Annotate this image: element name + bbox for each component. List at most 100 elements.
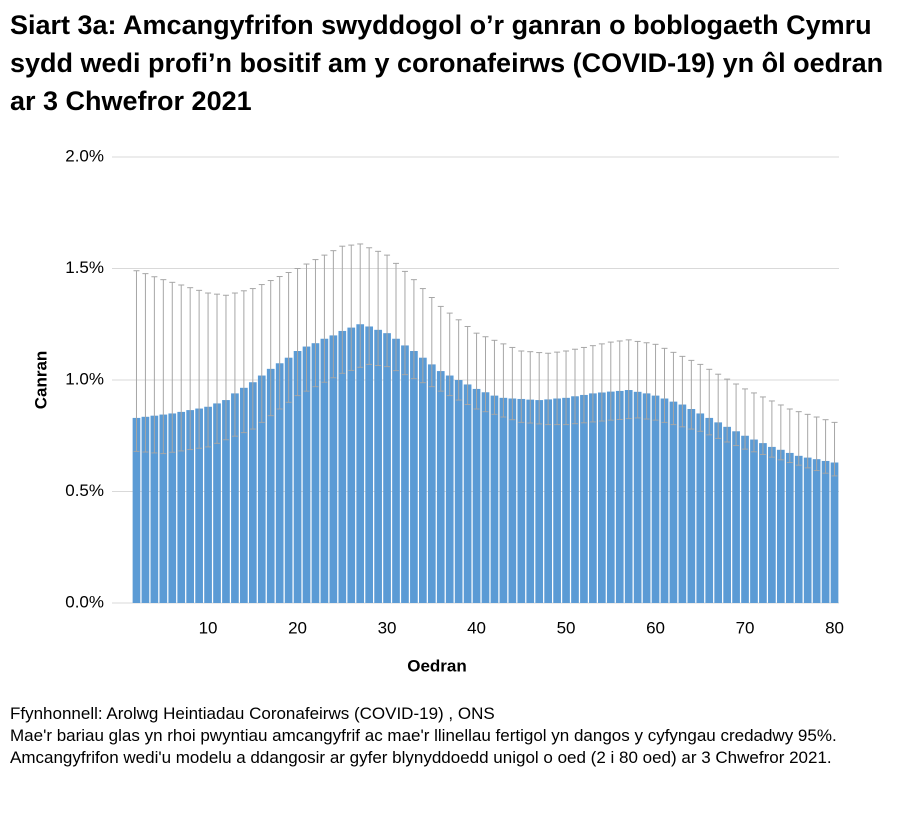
bar	[768, 446, 776, 603]
bar	[231, 393, 239, 603]
bar	[392, 338, 400, 603]
bar	[776, 449, 785, 603]
y-tick-label: 0.0%	[65, 592, 104, 611]
y-tick-label: 0.5%	[65, 481, 104, 500]
bar	[311, 343, 320, 603]
chart: 0.0% 0.5% 1.0% 1.5% 2.0% 10 20 30 40 50 60 70 80 Oedr…	[31, 146, 844, 675]
bar	[508, 398, 517, 603]
bar	[481, 392, 490, 603]
y-tick-label: 2.0%	[65, 146, 104, 165]
bar	[320, 338, 329, 603]
bar	[186, 410, 195, 603]
bar	[177, 411, 186, 603]
y-tick-label: 1.5%	[65, 258, 104, 277]
x-tick-label: 50	[557, 618, 576, 637]
bar	[705, 417, 714, 603]
bar	[132, 417, 141, 603]
bar	[517, 398, 526, 603]
bar	[141, 416, 150, 603]
bar	[723, 426, 731, 603]
bar	[248, 382, 257, 603]
bar	[410, 351, 418, 603]
chart-title: Siart 3a: Amcangyfrifon swyddogol o’r ga…	[10, 10, 884, 116]
bar	[374, 329, 382, 603]
x-tick-label: 40	[467, 618, 486, 637]
bar	[785, 452, 794, 603]
bar	[624, 390, 633, 603]
bar	[401, 345, 409, 603]
bar	[678, 404, 687, 603]
bar	[159, 414, 168, 603]
bar	[302, 346, 311, 603]
x-tick-label: 20	[288, 618, 307, 637]
bar	[240, 387, 248, 603]
bar	[580, 394, 588, 603]
bar	[812, 459, 821, 603]
bar	[571, 396, 579, 603]
bar	[356, 324, 365, 603]
bar	[803, 457, 812, 603]
bar	[454, 380, 463, 603]
bar	[347, 327, 356, 603]
bar	[463, 384, 472, 603]
bar	[222, 400, 230, 603]
bar	[490, 395, 499, 603]
bar	[750, 439, 758, 603]
x-tick-label: 70	[736, 618, 755, 637]
bar	[651, 395, 660, 603]
bar	[445, 375, 454, 603]
bar	[436, 371, 445, 603]
bar	[562, 397, 570, 603]
bar	[696, 413, 705, 603]
bar	[293, 351, 302, 603]
bar	[383, 333, 391, 603]
x-tick-label: 60	[646, 618, 665, 637]
bar	[830, 462, 839, 603]
bar	[544, 399, 552, 603]
bar	[589, 393, 597, 603]
bar	[642, 393, 651, 603]
bar	[472, 388, 481, 603]
x-axis-label: Oedran	[407, 656, 467, 675]
bar	[499, 397, 508, 603]
bar	[275, 363, 284, 603]
bar	[195, 408, 203, 603]
y-axis-label: Canran	[31, 351, 50, 410]
note: Mae'r bariau glas yn rhoi pwyntiau amcan…	[10, 726, 837, 767]
bar	[615, 390, 624, 603]
bar	[821, 460, 830, 603]
bar	[419, 357, 427, 603]
bar	[284, 357, 293, 603]
bar	[732, 431, 740, 603]
bar	[338, 330, 347, 603]
x-tick-label: 30	[378, 618, 397, 637]
bar	[714, 422, 723, 603]
bar	[204, 406, 212, 603]
footer: Ffynhonnell: Arolwg Heintiadau Coronafei…	[10, 703, 900, 769]
bar	[794, 455, 803, 603]
bar	[633, 391, 642, 603]
bar	[266, 368, 275, 603]
source: Ffynhonnell: Arolwg Heintiadau Coronafei…	[10, 704, 495, 723]
bar	[669, 401, 678, 603]
bar	[168, 413, 177, 603]
bar	[741, 435, 749, 603]
bar	[213, 403, 221, 603]
bar	[535, 400, 544, 603]
bar	[427, 364, 436, 603]
x-tick-label: 80	[825, 618, 844, 637]
bar	[257, 375, 266, 603]
bar	[687, 408, 696, 603]
bar	[150, 415, 159, 603]
x-tick-label: 10	[199, 618, 218, 637]
bar	[597, 392, 606, 603]
bar	[606, 391, 615, 603]
y-tick-label: 1.0%	[65, 369, 104, 388]
bar	[759, 443, 767, 603]
bar	[526, 399, 535, 603]
bar	[660, 398, 669, 603]
bar	[329, 335, 338, 603]
bar	[365, 326, 374, 603]
bar	[553, 398, 561, 603]
